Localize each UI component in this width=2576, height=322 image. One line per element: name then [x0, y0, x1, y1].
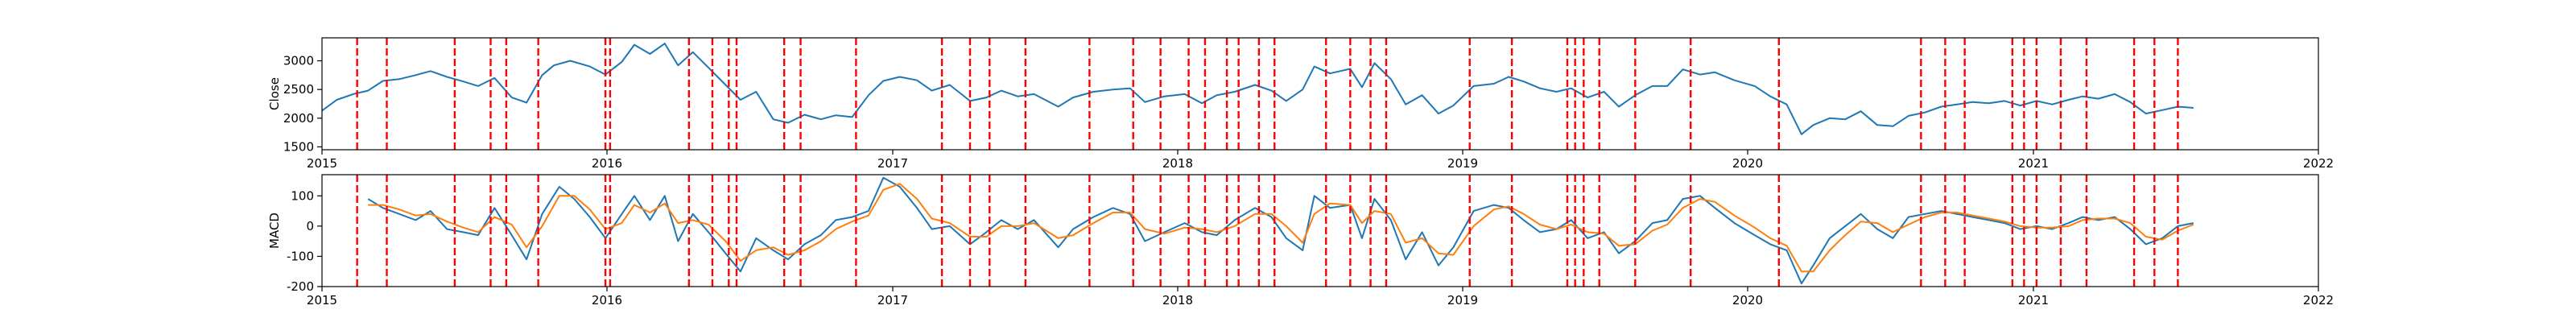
y-axis-label: Close [267, 77, 282, 110]
x-tick-label-7: 2022 [2303, 293, 2334, 308]
y-tick-label-3: 3000 [283, 54, 314, 68]
x-tick-label-7: 2022 [2303, 156, 2334, 171]
series-line-1 [368, 183, 2194, 273]
x-tick-label-2: 2017 [877, 293, 908, 308]
x-tick-label-5: 2020 [1732, 156, 1763, 171]
x-tick-label-4: 2019 [1447, 156, 1478, 171]
y-axis-label: MACD [267, 213, 282, 249]
y-tick-label-1: 2000 [283, 111, 314, 126]
y-tick-label-2: 2500 [283, 82, 314, 97]
x-tick-label-3: 2018 [1162, 156, 1193, 171]
y-tick-label-2: 0 [306, 219, 314, 233]
plot-area [322, 38, 2194, 150]
y-tick-label-0: -200 [287, 279, 314, 294]
series-line-0 [322, 43, 2194, 135]
y-tick-label-1: -100 [287, 249, 314, 263]
x-tick-label-2: 2017 [877, 156, 908, 171]
x-tick-label-1: 2016 [592, 156, 622, 171]
y-tick-label-3: 100 [291, 188, 314, 203]
plot-area [356, 175, 2194, 287]
axes-frame [321, 37, 2319, 151]
x-tick-label-6: 2021 [2018, 156, 2049, 171]
x-tick-label-3: 2018 [1162, 293, 1193, 308]
x-tick-label-1: 2016 [592, 293, 622, 308]
close-price-panel: 2015 2016 2017 2018 2019 2020 2021 2022 1500 2000… [267, 37, 2334, 171]
x-tick-label-0: 2015 [307, 156, 337, 171]
y-tick-label-0: 1500 [283, 139, 314, 154]
x-tick-label-6: 2021 [2018, 293, 2049, 308]
macd-panel: 2015 2016 2017 2018 2019 2020 2021 2022 -200 -100… [267, 174, 2334, 308]
x-tick-label-4: 2019 [1447, 293, 1478, 308]
x-tick-label-0: 2015 [307, 293, 337, 308]
x-tick-label-5: 2020 [1732, 293, 1763, 308]
axes-frame [321, 174, 2319, 287]
series-line-0 [367, 176, 2194, 285]
